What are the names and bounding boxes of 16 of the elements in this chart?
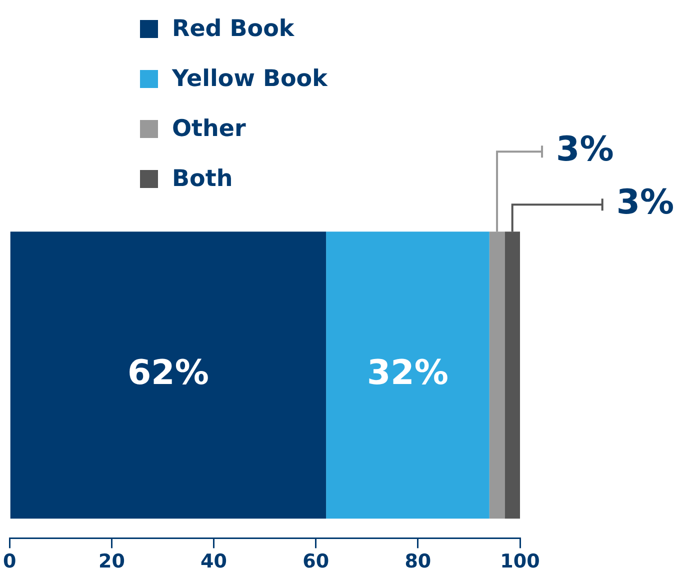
x-tick-label: 0 <box>2 550 16 573</box>
data-label: 3% <box>556 129 614 170</box>
x-tick-label: 60 <box>302 550 330 573</box>
bar <box>326 232 490 519</box>
legend-label: Both <box>172 166 233 192</box>
x-tick-label: 20 <box>98 550 125 573</box>
legend-label: Yellow Book <box>172 66 328 92</box>
data-label: 32% <box>367 352 448 393</box>
x-tick-label: 100 <box>500 550 540 573</box>
legend-label: Other <box>172 116 246 142</box>
legend-label: Red Book <box>172 16 294 42</box>
bar <box>10 232 326 519</box>
data-label: 62% <box>128 352 209 393</box>
data-label: 3% <box>616 182 674 222</box>
x-tick-label: 80 <box>404 550 432 573</box>
x-tick-label: 40 <box>200 550 227 573</box>
